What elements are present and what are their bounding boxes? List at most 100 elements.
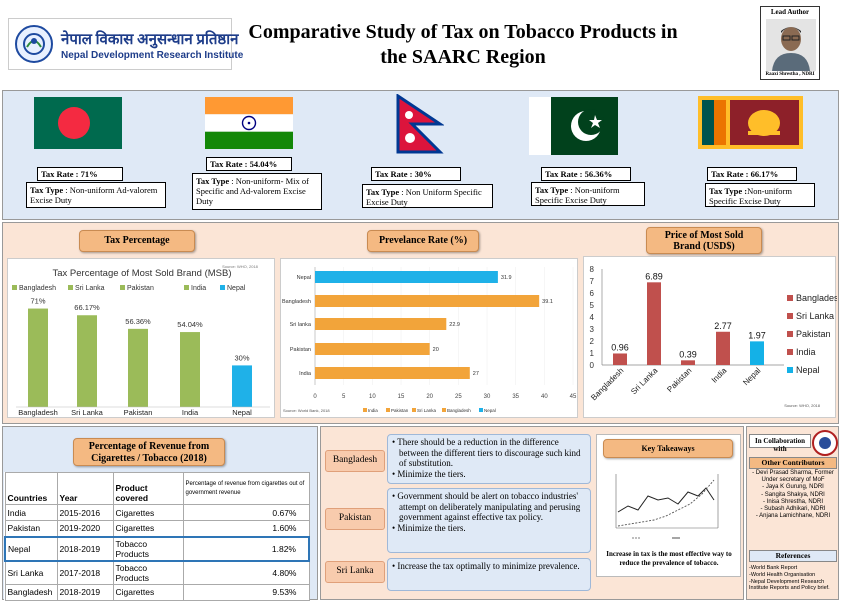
tick-label: 5 — [590, 301, 595, 310]
tick-label: Bangladesh — [18, 408, 58, 417]
data-label: 71% — [30, 297, 45, 306]
tick-label: 25 — [455, 394, 462, 400]
list-item: There should be a reduction in the diffe… — [391, 437, 585, 469]
cell-product: Cigarettes — [112, 504, 184, 521]
tick-label: 10 — [369, 394, 376, 400]
bar — [77, 315, 97, 407]
nepal-tax-rate: Tax Rate : 30% — [371, 167, 461, 181]
collaborator-logo-icon — [812, 430, 838, 456]
bar — [315, 271, 498, 283]
price-chart: 0 1 2 3 4 5 6 7 8 0.96 Bangladesh 6.89 Sri Lanka 0.39… — [583, 256, 841, 418]
legend-label: Bangladesh — [19, 285, 56, 292]
list-item: - Jaya K Gurung, NDRI — [762, 484, 824, 491]
legend-swatch — [787, 331, 793, 337]
data-label: 39.1 — [542, 299, 553, 305]
tick-label: Bangladesh — [282, 299, 311, 305]
key-takeaway-text: Increase in tax is the most effective wa… — [606, 550, 732, 567]
legend-label: Pakistan — [391, 408, 409, 413]
legend-swatch — [184, 285, 189, 290]
price-heading: Price of Most Sold Brand (USD$) — [646, 227, 762, 254]
bangladesh-recommendation: There should be a reduction in the diffe… — [387, 434, 591, 484]
ndri-emblem-icon — [15, 25, 53, 63]
tax-vs-smoking-trend-chart — [598, 470, 739, 546]
tick-label: India — [182, 408, 199, 417]
pakistan-tax-type: Tax Type : Non-uniform Specific Excise D… — [531, 182, 645, 206]
tax-percentage-chart: Source: WHO, 2018 Tax Percentage of Most … — [7, 258, 275, 418]
bar — [315, 343, 430, 355]
pakistan-tax-rate: Tax Rate : 56.36% — [541, 167, 631, 181]
key-takeaways-heading: Key Takeaways — [603, 439, 733, 458]
cell-year: 2015-2016 — [56, 504, 114, 521]
tick-label: 8 — [590, 265, 595, 274]
tick-label: 5 — [342, 394, 346, 400]
legend-swatch — [120, 285, 125, 290]
legend-swatch — [363, 408, 367, 412]
logo-hindi-text: नेपाल विकास अनुसन्धान प्रतिष्ठान — [61, 32, 239, 48]
india-flag — [205, 97, 293, 149]
list-item: Increase the tax optimally to minimize p… — [391, 561, 585, 572]
revenue-heading: Percentage of Revenue from Cigarettes / … — [73, 438, 225, 466]
cell-country: Pakistan — [4, 520, 58, 537]
data-label: 54.04% — [177, 320, 203, 329]
tick-label: Nepal — [232, 408, 252, 417]
lead-author-card: Lead Author Raaxi Shrestha , NDRI — [760, 6, 820, 80]
title-line-2: the SAARC Region — [380, 46, 546, 68]
list-item: Minimize the tiers. — [391, 469, 585, 480]
data-label: 2.77 — [714, 321, 732, 331]
chart-source: Source: WHO, 2018 — [784, 403, 821, 408]
chart-source: Source: WHO, 2018 — [222, 264, 259, 269]
cell-percentage: 4.80% — [182, 560, 310, 585]
data-label: 20 — [433, 347, 439, 353]
tick-label: Nepal — [297, 275, 311, 281]
legend-swatch — [479, 408, 483, 412]
data-label: 56.36% — [125, 317, 151, 326]
bar — [750, 341, 764, 365]
data-label: 30% — [234, 353, 249, 362]
pakistan-pill: Pakistan — [325, 508, 385, 530]
revenue-heading-line-1: Percentage of Revenue from — [88, 441, 210, 452]
table-row: Sri Lanka 2017-2018 Tobacco Products 4.80% — [4, 560, 310, 585]
cell-country: Bangladesh — [4, 583, 58, 601]
tax-percentage-heading: Tax Percentage — [79, 230, 195, 252]
nepal-tax-type: Tax Type : Non Uniform Specific Excise D… — [362, 184, 493, 208]
bar — [613, 353, 627, 365]
india-tax-rate: Tax Rate : 54.04% — [206, 157, 292, 171]
collaboration-label: In Collaboration with — [749, 434, 811, 453]
lead-author-photo — [766, 19, 816, 71]
table-header-row: Countries Year Product covered Percentag… — [4, 472, 310, 505]
tick-label: 6 — [590, 289, 595, 298]
legend-swatch — [787, 313, 793, 319]
list-item: - Sangita Shakya, NDRI — [761, 491, 825, 498]
data-label: 6.89 — [645, 271, 663, 281]
list-item: Minimize the tiers. — [391, 523, 585, 534]
legend-label: Pakistan — [127, 285, 154, 292]
srilanka-pill: Sri Lanka — [325, 561, 385, 583]
price-heading-line-2: Brand (USD$) — [673, 241, 735, 252]
list-item: -Nepal Development Research Institute Re… — [749, 578, 830, 592]
price-chart-svg: 0 1 2 3 4 5 6 7 8 0.96 Bangladesh 6.89 Sri Lanka 0.39… — [589, 265, 841, 408]
legend-label: Sri Lanka — [75, 285, 105, 292]
list-item: -World Health Organisation — [749, 571, 816, 578]
legend-label: Pakistan — [796, 329, 831, 339]
legend-label: Sri Lanka — [796, 311, 834, 321]
pakistan-flag — [529, 97, 618, 155]
data-label: 31.9 — [501, 275, 512, 281]
chart-title: Tax Percentage of Most Sold Brand (MSB) — [53, 268, 232, 279]
ndri-logo: नेपाल विकास अनुसन्धान प्रतिष्ठान Nepal D… — [8, 18, 243, 70]
india-tax-type: Tax Type : Non-uniform- Mix of Specific … — [192, 173, 322, 210]
srilanka-tax-rate: Tax Rate : 66.17% — [707, 167, 797, 181]
tick-label: 15 — [398, 394, 405, 400]
page-title: Comparative Study of Tax on Tobacco Prod… — [238, 20, 688, 70]
bar — [315, 295, 540, 307]
prevalence-rate-chart: 0 5 10 15 20 25 30 35 40 45 31.9 Nepal 39.1 Banglades… — [280, 258, 578, 418]
srilanka-tax-type: Tax Type :Non-uniform Specific Excise Du… — [705, 183, 815, 207]
cell-year: 2019-2020 — [56, 520, 114, 537]
bar — [315, 318, 447, 330]
title-line-1: Comparative Study of Tax on Tobacco Prod… — [248, 21, 678, 43]
bangladesh-tax-rate: Tax Rate : 71% — [37, 167, 123, 181]
cell-country: India — [4, 504, 58, 521]
revenue-table: Countries Year Product covered Percentag… — [4, 472, 310, 601]
table-row: Pakistan 2019-2020 Cigarettes 1.60% — [4, 520, 310, 537]
col-header-product: Product covered — [112, 472, 184, 505]
legend-swatch — [68, 285, 73, 290]
